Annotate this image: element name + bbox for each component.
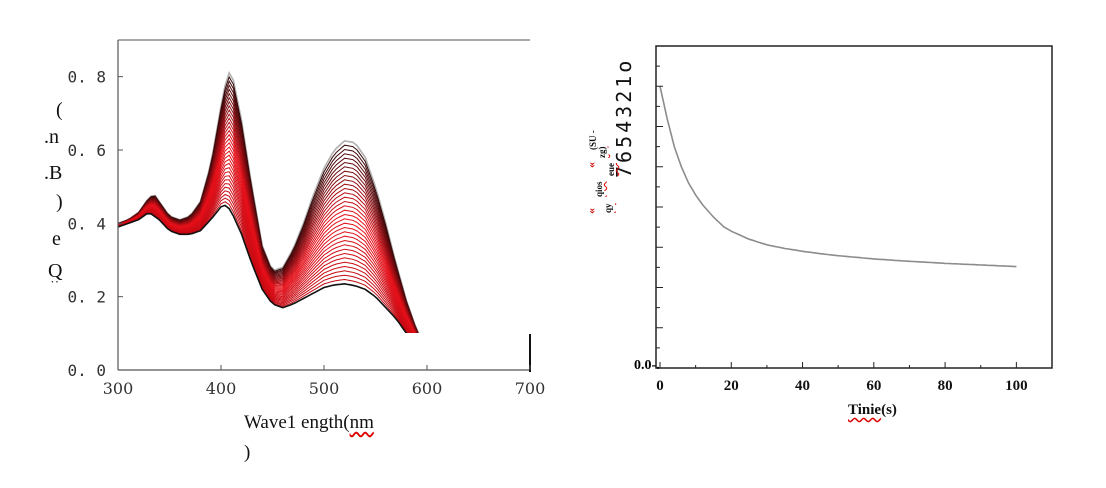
right-y-tick-string: 7654321o <box>612 57 636 178</box>
right-xlabel-unit: (s) <box>881 402 897 418</box>
spectrum-line <box>118 154 415 333</box>
right-chart: 0 20 40 60 80 100 <box>655 45 1053 394</box>
right-x-tick-label: 40 <box>795 378 810 394</box>
right-ylabel-part: qy <box>603 203 613 213</box>
right-x-tick-label: 100 <box>1005 378 1028 394</box>
left-ylabel-glyph: ˙˙ <box>50 279 60 294</box>
left-x-tick-label: 600 <box>412 379 443 398</box>
left-x-tick-label: 300 <box>103 379 134 398</box>
spectrum-line <box>118 113 418 333</box>
spectrum-line <box>118 100 418 333</box>
absorbance-curves <box>118 71 420 333</box>
right-ylabel-part: zg) <box>597 146 607 159</box>
left-ylabel-glyph: e <box>52 228 61 250</box>
left-y-tick-label: 0. 4 <box>67 214 106 233</box>
left-chart: 300 400 500 600 700 0. 0 0. 2 0. 4 0. 6 0. 8 <box>67 39 545 398</box>
left-xlabel-close: ) <box>244 442 251 463</box>
spectrum-line <box>118 108 418 333</box>
right-frame <box>655 45 1053 369</box>
right-ylabel-part: qios <box>594 181 604 197</box>
spectrum-line <box>118 104 418 333</box>
right-y-zero-label: 0.0-. <box>634 358 660 373</box>
right-xlabel: Tinie(s) <box>848 402 897 419</box>
left-x-tick-label: 700 <box>515 379 546 398</box>
right-x-tick-label: 0 <box>656 378 664 394</box>
left-x-tick-label: 500 <box>309 379 340 398</box>
left-ticks: 300 400 500 600 700 0. 0 0. 2 0. 4 0. 6 0. 8 <box>67 68 545 398</box>
left-ylabel-glyph: .n <box>44 126 59 148</box>
left-ylabel-glyph: .B <box>44 162 63 184</box>
left-y-tick-label: 0. 0 <box>67 361 106 380</box>
left-xlabel: Wave1 ength(nm ) <box>244 408 374 468</box>
left-y-tick-label: 0. 6 <box>67 141 106 160</box>
right-x-tick-label: 60 <box>866 378 881 394</box>
right-ylabel-mark: « <box>584 162 598 168</box>
right-x-tick-label: 80 <box>938 378 953 394</box>
left-xlabel-part: Wave1 ength( <box>244 412 350 433</box>
left-y-tick-label: 0. 8 <box>67 68 106 87</box>
right-ylabel-part: eue <box>606 163 616 176</box>
right-ticks: 0 20 40 60 80 100 <box>656 45 1028 394</box>
left-xlabel-unit: nm <box>349 412 374 433</box>
left-ylabel-glyph: ) <box>56 191 63 213</box>
spectrum-line <box>118 166 413 333</box>
left-ylabel-glyph: ( <box>56 99 63 121</box>
left-x-tick-label: 400 <box>206 379 237 398</box>
right-x-tick-label: 20 <box>724 378 739 394</box>
spectrum-line <box>118 204 408 333</box>
right-xlabel-part: Tinie <box>848 402 882 418</box>
left-ylabel-glyph: Q <box>48 260 63 282</box>
right-ylabel-mark: « <box>584 208 598 214</box>
left-y-tick-label: 0. 2 <box>67 288 106 307</box>
decay-curve <box>659 86 1017 268</box>
